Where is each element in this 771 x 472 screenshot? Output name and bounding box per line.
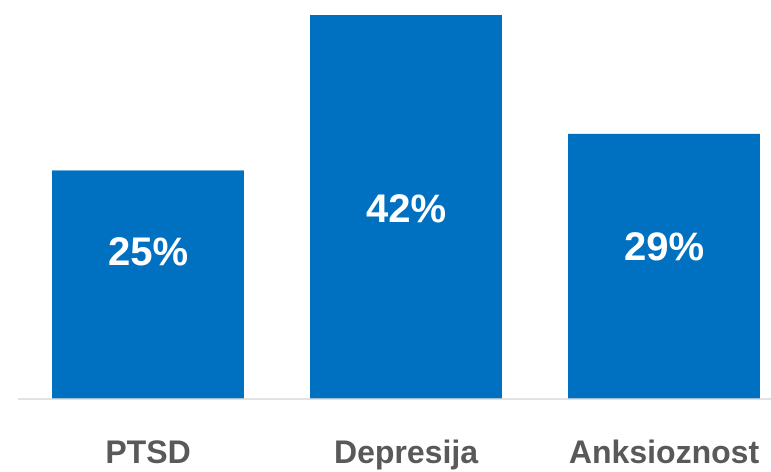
data-label-ptsd: 25% — [108, 230, 188, 274]
bars-group: 25% 42% 29% — [52, 15, 760, 399]
data-label-anksioznost: 29% — [624, 225, 704, 269]
category-label-anksioznost: Anksioznost — [569, 434, 760, 470]
data-label-depresija: 42% — [366, 187, 446, 231]
bar-anksioznost — [568, 133, 760, 399]
category-label-ptsd: PTSD — [105, 434, 190, 470]
category-labels-group: PTSD Depresija Anksioznost — [105, 434, 759, 470]
bar-ptsd — [52, 170, 244, 399]
bar-depresija — [310, 15, 502, 399]
category-label-depresija: Depresija — [334, 434, 478, 470]
